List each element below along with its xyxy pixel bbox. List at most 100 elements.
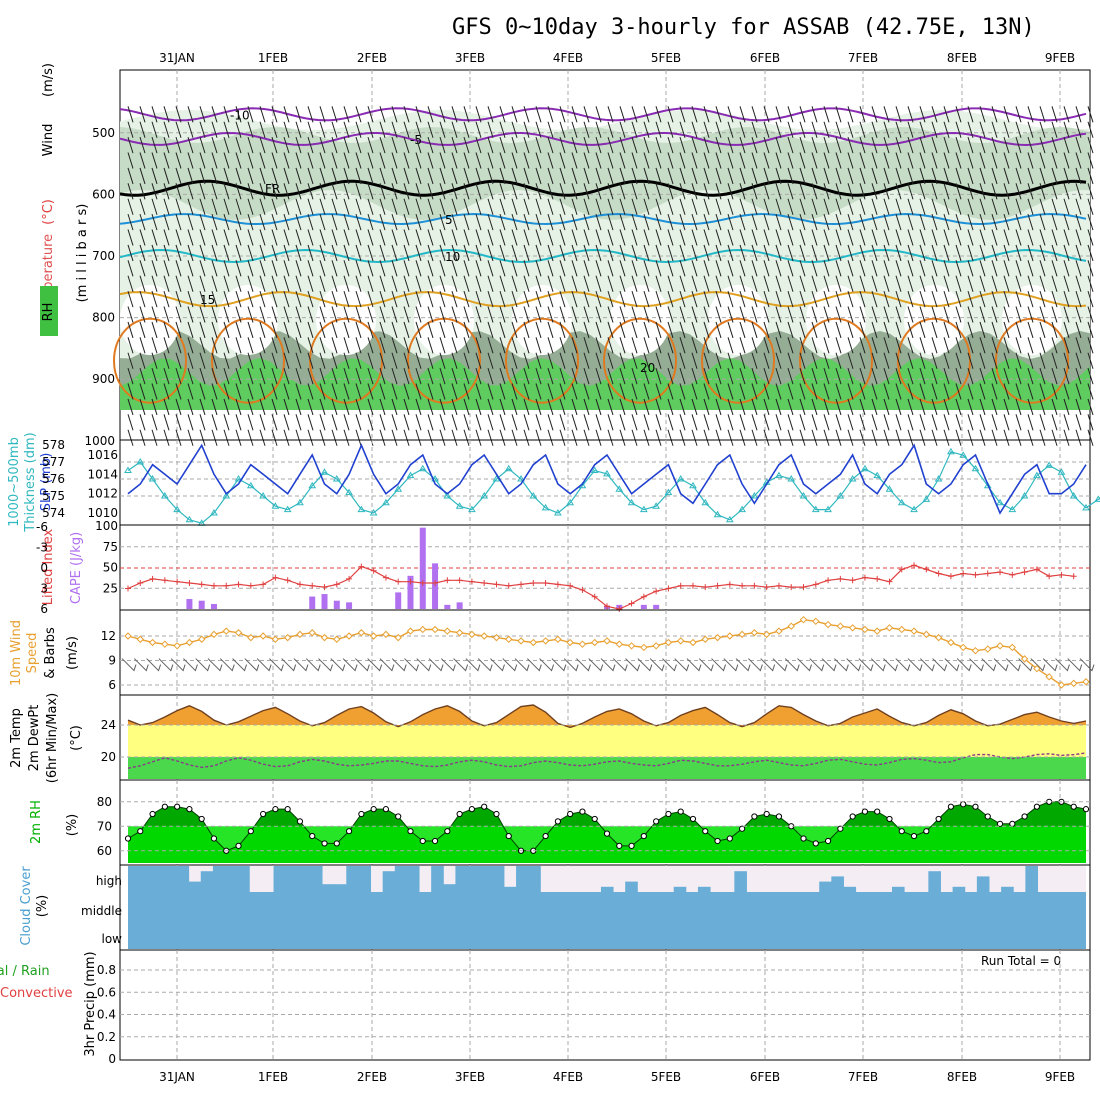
wind-barb (583, 213, 590, 231)
rh-point (628, 842, 635, 849)
isotherm-20-loop (701, 317, 775, 404)
wind-barb (499, 152, 506, 169)
thickness-point (725, 515, 734, 523)
li-point (739, 582, 746, 589)
wind-barb (487, 244, 494, 262)
wind-barb (451, 244, 458, 262)
wind-barb (943, 414, 950, 431)
thickness-point (259, 492, 267, 499)
wind-barb (463, 429, 470, 446)
wind-barb (667, 136, 674, 154)
wind-barb (607, 183, 614, 200)
tick-label: 577 (42, 455, 65, 469)
wind-barb (967, 290, 974, 308)
temp2m-title-d: (°C) (69, 725, 84, 751)
wind-barb (907, 290, 914, 308)
wind-barb (175, 398, 182, 416)
wind-barb (631, 275, 638, 292)
wind-barb (1051, 183, 1058, 200)
cloud-title: Cloud Cover (19, 866, 34, 946)
wind-barb (703, 167, 710, 185)
dry-pocket (120, 285, 180, 355)
wind-barb (547, 290, 554, 308)
wind-barb (199, 383, 206, 400)
wind-barb (391, 213, 398, 231)
wind-barb (607, 244, 614, 262)
li-point (653, 588, 660, 595)
wind-barb (763, 213, 770, 231)
wind-barb (499, 383, 506, 400)
bottom-date-label: 4FEB (553, 1070, 583, 1084)
wind-barb (391, 306, 398, 323)
wind-barb (1015, 183, 1022, 200)
wind-barb (343, 352, 350, 369)
wind-barb (451, 429, 458, 446)
li-point (567, 582, 574, 589)
wind-barb (1027, 106, 1034, 123)
wind-barb (571, 183, 578, 200)
wind-barb (619, 106, 626, 123)
wind-barb (487, 398, 494, 416)
wind-barb (1039, 275, 1046, 292)
wind-barb (427, 429, 434, 446)
wind-barb (619, 383, 626, 400)
wind-barb (595, 244, 602, 262)
rh-point (395, 813, 402, 820)
wind-barb (307, 213, 314, 231)
rh-point (444, 828, 451, 835)
thickness-point (124, 466, 132, 473)
wind-barb (763, 429, 770, 446)
wind-barb (943, 321, 950, 339)
wind-barb (679, 260, 686, 277)
wind-barb (235, 136, 242, 154)
wind-barb (475, 367, 482, 385)
wind10-barb (244, 658, 260, 672)
wind-barb (727, 290, 734, 308)
wind-barb (367, 275, 374, 292)
wind10-point (996, 642, 1004, 650)
wind-barb (127, 136, 134, 154)
wind10-point (762, 630, 771, 639)
wind-barb (415, 152, 422, 169)
rh-point (960, 801, 967, 808)
wind-barb (199, 290, 206, 308)
wind-barb (739, 398, 746, 416)
wind-barb (775, 414, 782, 431)
wind-barb (727, 352, 734, 369)
wind-barb (847, 275, 854, 292)
wind-barb (235, 106, 242, 123)
wind-barb (979, 321, 986, 339)
wind10-point (185, 638, 194, 647)
wind-barb (1087, 198, 1094, 215)
wind10-point (492, 633, 501, 642)
wind-barb (559, 367, 566, 385)
wind-barb (415, 367, 422, 385)
wind-barb (775, 290, 782, 308)
li-point (1058, 571, 1065, 578)
wind-barb (883, 275, 890, 292)
isotherm-20-loop (505, 317, 579, 404)
wind-barb (991, 183, 998, 200)
rh-point (481, 803, 488, 810)
high-cloud-bar (443, 884, 456, 892)
tick-label: -6 (36, 520, 48, 534)
wind-barb (1051, 383, 1058, 400)
high-cloud-bar (164, 866, 178, 892)
wind-barb (907, 167, 914, 185)
wind-barb (163, 121, 170, 138)
wind-barb (619, 152, 626, 169)
wind-barb (559, 321, 566, 339)
wind-barb (547, 106, 554, 123)
wind-barb (847, 414, 854, 431)
tick-label: 0.4 (97, 1008, 116, 1022)
wind10-barb (146, 658, 162, 672)
wind-barb (667, 106, 674, 123)
wind-barb (247, 244, 254, 262)
wind-barb (367, 183, 374, 200)
wind-barb (643, 167, 650, 185)
wind-barb (1015, 367, 1022, 385)
wind-barb (523, 275, 530, 292)
wind-barb (175, 167, 182, 185)
rh-point (923, 828, 930, 835)
